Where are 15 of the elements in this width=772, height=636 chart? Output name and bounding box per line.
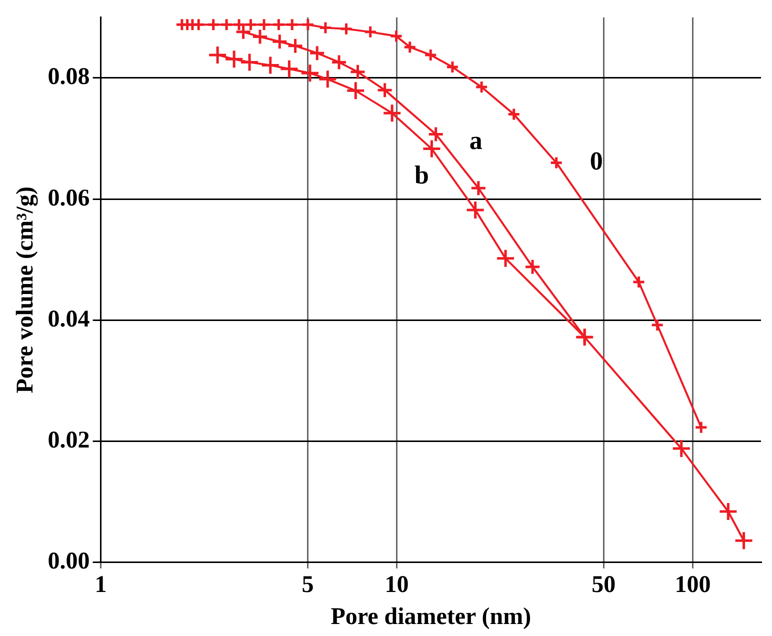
- x-axis-title: Pore diameter (nm): [330, 604, 532, 630]
- series-label: a: [469, 126, 482, 155]
- y-tick-label: 0.08: [48, 64, 90, 90]
- x-tick-label: 50: [592, 572, 616, 598]
- x-tick-label: 10: [384, 572, 409, 598]
- x-tick-label: 5: [302, 572, 314, 598]
- y-tick-label: 0.02: [48, 427, 90, 454]
- y-tick-label: 0.00: [48, 548, 90, 575]
- x-tick-label: 100: [674, 572, 711, 598]
- x-tick-label: 1: [94, 572, 107, 598]
- y-axis-title: Pore volume (cm³/g): [12, 186, 39, 394]
- series-label: 0: [590, 146, 603, 176]
- series-label: b: [414, 160, 429, 190]
- y-tick-label: 0.06: [48, 185, 90, 212]
- y-tick-label: 0.04: [48, 306, 90, 332]
